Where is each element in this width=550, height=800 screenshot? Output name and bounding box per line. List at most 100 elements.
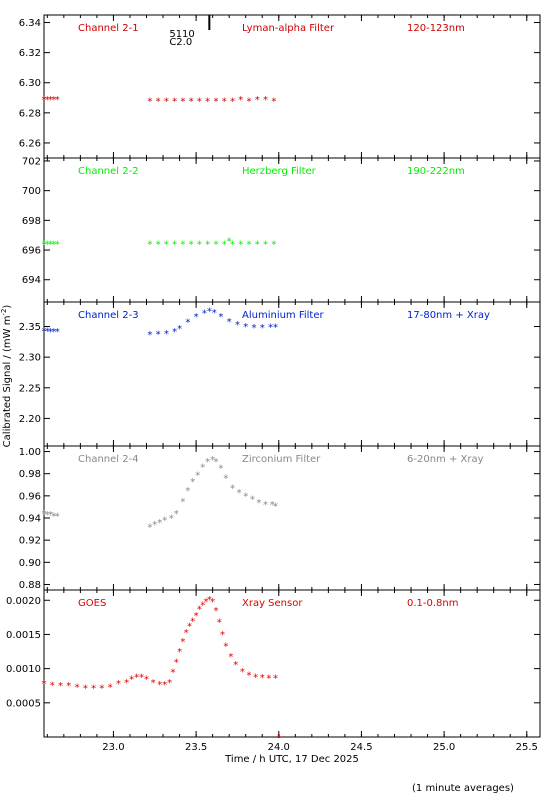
data-point: *: [263, 95, 268, 106]
data-point: *: [250, 495, 255, 506]
data-point: *: [180, 240, 185, 251]
data-point: *: [207, 595, 212, 606]
y-tick-label: 700: [22, 186, 41, 197]
panel-channel-label: Channel 2-1: [78, 23, 139, 34]
data-point: *: [162, 516, 167, 527]
data-point: *: [174, 509, 179, 520]
y-tick-label: 702: [22, 156, 41, 167]
data-point: *: [185, 486, 190, 497]
data-point: *: [124, 678, 129, 689]
data-point: *: [255, 95, 260, 106]
y-tick-label: 694: [22, 275, 41, 286]
x-axis-label: Time / h UTC, 17 Dec 2025: [224, 754, 359, 765]
y-tick-label: 0.92: [19, 536, 41, 547]
x-tick-label: 23.5: [185, 742, 207, 753]
data-point: *: [169, 514, 174, 525]
data-point: *: [200, 463, 205, 474]
data-point: *: [167, 678, 172, 689]
data-point: *: [195, 470, 200, 481]
data-point: *: [75, 683, 80, 694]
data-point: *: [189, 96, 194, 107]
panel-band-label: 6-20nm + Xray: [407, 454, 484, 465]
data-point: *: [238, 95, 243, 106]
data-point: *: [189, 240, 194, 251]
data-point: *: [164, 96, 169, 107]
panel-band-label: 17-80nm + Xray: [407, 310, 490, 321]
data-point: *: [139, 672, 144, 683]
data-point: *: [134, 672, 139, 683]
data-point: *: [172, 327, 177, 338]
data-point: *: [180, 637, 185, 648]
data-point: *: [177, 324, 182, 335]
data-point: *: [223, 474, 228, 485]
data-point: *: [157, 518, 162, 529]
data-point: *: [170, 668, 175, 679]
data-point: *: [273, 323, 278, 334]
flare-id-label: 5110: [169, 29, 194, 40]
data-point: *: [212, 308, 217, 319]
data-point: *: [156, 329, 161, 340]
data-point: *: [247, 670, 252, 681]
data-point: *: [197, 240, 202, 251]
data-point: *: [157, 680, 162, 691]
panel-filter-label: Zirconium Filter: [242, 454, 321, 465]
data-point: *: [55, 240, 60, 251]
y-tick-label: 0.94: [19, 514, 41, 525]
data-point: *: [194, 312, 199, 323]
data-point: *: [228, 652, 233, 663]
data-point: *: [204, 597, 209, 608]
panel-channel-label: Channel 2-2: [78, 166, 139, 177]
data-point: *: [147, 240, 152, 251]
data-point: *: [273, 674, 278, 685]
data-point: *: [243, 491, 248, 502]
data-point: *: [218, 312, 223, 323]
data-point: *: [55, 327, 60, 338]
data-point: *: [129, 674, 134, 685]
data-point: *: [237, 488, 242, 499]
data-point: *: [220, 630, 225, 641]
data-point: *: [58, 681, 63, 692]
data-point: *: [230, 240, 235, 251]
data-point: *: [151, 678, 156, 689]
data-point: *: [51, 511, 56, 522]
panel-frame: [43, 445, 541, 591]
panel-filter-label: Xray Sensor: [242, 598, 303, 609]
data-point: *: [172, 240, 177, 251]
data-point: *: [42, 95, 47, 106]
data-point: *: [213, 606, 218, 617]
panel-band-label: 190-222nm: [407, 166, 465, 177]
data-point: *: [164, 329, 169, 340]
data-point: *: [271, 96, 276, 107]
data-point: *: [55, 511, 60, 522]
y-tick-label: 0.96: [19, 491, 41, 502]
data-point: *: [197, 96, 202, 107]
data-point: *: [222, 96, 227, 107]
data-point: *: [50, 681, 55, 692]
y-tick-label: 2.20: [19, 414, 41, 425]
y-tick-label: 698: [22, 216, 41, 227]
data-point: *: [42, 326, 47, 337]
data-point: *: [51, 95, 56, 106]
data-point: *: [217, 618, 222, 629]
data-point: *: [144, 674, 149, 685]
data-point: *: [45, 510, 50, 521]
y-tick-label: 0.88: [19, 580, 41, 591]
x-tick-label: 25.5: [516, 742, 538, 753]
y-tick-label: 6.28: [19, 108, 41, 119]
x-tick-label: 23.0: [102, 742, 124, 753]
data-point: *: [177, 647, 182, 658]
data-point: *: [48, 240, 53, 251]
panel-frame: [43, 301, 541, 447]
data-point: *: [194, 611, 199, 622]
y-tick-label: 6.26: [19, 138, 41, 149]
data-point: *: [205, 96, 210, 107]
panel-frame: [43, 157, 541, 303]
data-point: *: [83, 683, 88, 694]
data-point: *: [218, 464, 223, 475]
panel-frame: [43, 589, 541, 738]
panel-channel-label: Channel 2-3: [78, 310, 139, 321]
data-point: *: [156, 240, 161, 251]
y-axis-label: Calibrated Signal / (mW m-2): [0, 305, 13, 448]
data-point: *: [99, 683, 104, 694]
